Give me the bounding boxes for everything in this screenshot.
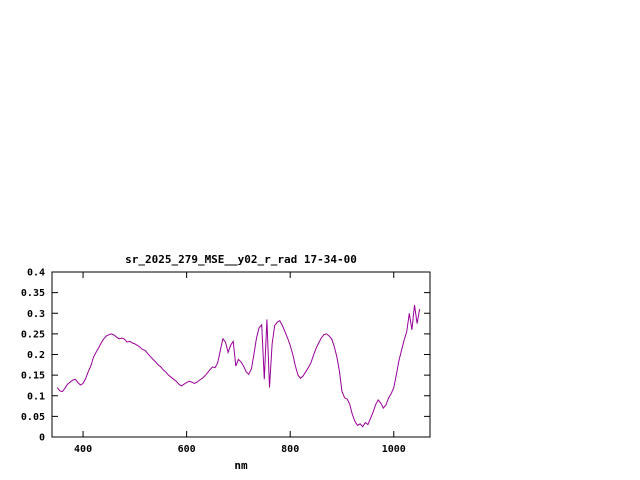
y-tick-label: 0.3	[27, 309, 45, 320]
y-tick-label: 0.15	[21, 371, 45, 382]
tick-labels: 400 600 800 1000 0 0.05 0.1 0.15 0.2 0.25 0.3 0.35 0…	[21, 268, 406, 456]
y-tick-label: 0.05	[21, 412, 45, 423]
y-tick-label: 0.1	[27, 391, 45, 402]
x-tick-label: 800	[281, 444, 299, 455]
y-tick-label: 0.35	[21, 288, 45, 299]
chart-title: sr_2025_279_MSE__y02_r_rad 17-34-00	[125, 253, 357, 266]
y-tick-label: 0.2	[27, 350, 45, 361]
y-tick-label: 0.25	[21, 329, 45, 340]
plot-border	[51, 271, 431, 438]
x-axis-label: nm	[234, 459, 248, 472]
y-tick-label: 0.4	[27, 268, 45, 279]
x-tick-label: 1000	[382, 444, 406, 455]
y-tick-label: 0	[39, 433, 45, 444]
spectrum-line	[56, 304, 421, 428]
x-tick-label: 600	[178, 444, 196, 455]
x-tick-label: 400	[74, 444, 92, 455]
